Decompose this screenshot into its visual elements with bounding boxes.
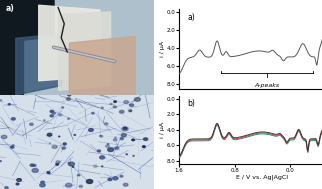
Circle shape xyxy=(115,147,119,149)
Circle shape xyxy=(56,163,59,165)
Circle shape xyxy=(142,146,145,147)
Circle shape xyxy=(62,107,63,108)
Circle shape xyxy=(78,174,80,176)
Circle shape xyxy=(129,110,132,112)
Circle shape xyxy=(123,127,127,129)
Circle shape xyxy=(50,110,53,112)
Circle shape xyxy=(108,148,114,152)
Circle shape xyxy=(0,100,2,101)
Circle shape xyxy=(68,94,71,96)
Circle shape xyxy=(40,184,45,187)
Circle shape xyxy=(110,103,112,105)
Circle shape xyxy=(5,187,8,189)
Circle shape xyxy=(89,129,93,131)
Circle shape xyxy=(124,101,128,104)
Circle shape xyxy=(144,138,148,140)
Circle shape xyxy=(100,135,103,137)
X-axis label: E / V vs. Ag|AgCl: E / V vs. Ag|AgCl xyxy=(236,174,289,180)
Circle shape xyxy=(32,169,38,172)
Y-axis label: i / μA: i / μA xyxy=(160,122,165,139)
Circle shape xyxy=(86,180,93,184)
Circle shape xyxy=(74,134,76,135)
Circle shape xyxy=(52,145,57,148)
Circle shape xyxy=(13,145,14,146)
Circle shape xyxy=(30,164,34,166)
Circle shape xyxy=(62,147,65,149)
Circle shape xyxy=(0,161,1,162)
Circle shape xyxy=(114,101,117,102)
Circle shape xyxy=(44,120,45,121)
Circle shape xyxy=(66,183,72,187)
Circle shape xyxy=(133,155,134,156)
Circle shape xyxy=(126,154,128,155)
Circle shape xyxy=(8,104,10,105)
Circle shape xyxy=(115,137,117,138)
Circle shape xyxy=(17,179,21,181)
Circle shape xyxy=(119,110,124,113)
Circle shape xyxy=(52,112,55,114)
Circle shape xyxy=(47,133,52,136)
Circle shape xyxy=(102,166,103,167)
Circle shape xyxy=(79,185,82,187)
Circle shape xyxy=(121,134,126,137)
Circle shape xyxy=(68,118,70,119)
Circle shape xyxy=(122,127,128,131)
Y-axis label: i / μA: i / μA xyxy=(160,41,165,57)
Circle shape xyxy=(129,104,134,106)
Circle shape xyxy=(101,107,103,108)
Circle shape xyxy=(59,114,62,116)
Circle shape xyxy=(56,161,60,163)
Circle shape xyxy=(41,181,44,184)
Circle shape xyxy=(100,156,105,159)
Circle shape xyxy=(132,139,135,141)
Circle shape xyxy=(106,145,109,147)
Circle shape xyxy=(108,178,112,181)
Circle shape xyxy=(2,135,7,139)
Circle shape xyxy=(120,138,123,140)
Circle shape xyxy=(113,139,117,141)
Circle shape xyxy=(93,165,97,167)
Circle shape xyxy=(50,115,53,117)
Text: b): b) xyxy=(187,99,195,108)
Circle shape xyxy=(33,164,36,166)
Circle shape xyxy=(63,143,66,145)
Circle shape xyxy=(113,177,118,180)
Circle shape xyxy=(11,146,14,148)
Circle shape xyxy=(97,150,100,152)
Text: a): a) xyxy=(187,13,195,22)
Text: a): a) xyxy=(6,4,15,13)
Circle shape xyxy=(66,98,71,100)
Circle shape xyxy=(59,136,60,137)
Text: A-peaks: A-peaks xyxy=(254,83,279,88)
Circle shape xyxy=(104,123,108,125)
Circle shape xyxy=(48,173,50,174)
Circle shape xyxy=(11,118,15,120)
Circle shape xyxy=(30,123,33,125)
Circle shape xyxy=(16,183,19,185)
Circle shape xyxy=(49,143,51,144)
Circle shape xyxy=(134,98,140,101)
Circle shape xyxy=(68,162,74,166)
Circle shape xyxy=(123,183,128,186)
Circle shape xyxy=(120,175,123,177)
Circle shape xyxy=(92,112,94,114)
Circle shape xyxy=(113,106,117,108)
Circle shape xyxy=(47,172,50,174)
